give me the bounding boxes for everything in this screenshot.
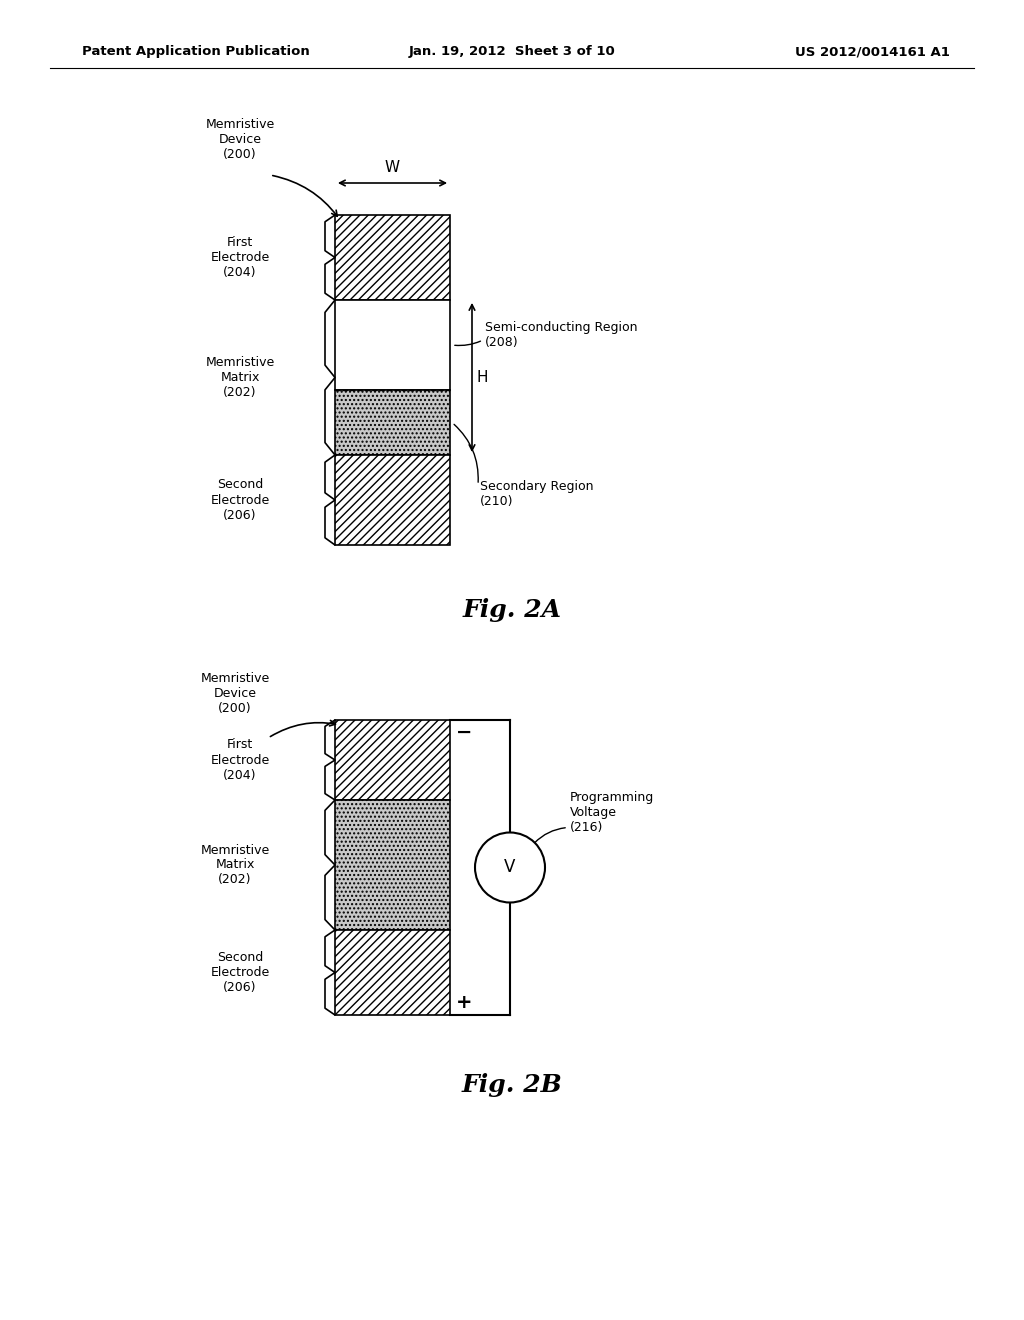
Text: Semi-conducting Region
(208): Semi-conducting Region (208) bbox=[485, 321, 638, 348]
Text: +: + bbox=[456, 994, 472, 1012]
Bar bbox=[335, 215, 450, 300]
Text: Memristive
Device
(200): Memristive Device (200) bbox=[206, 117, 274, 161]
Text: Jan. 19, 2012  Sheet 3 of 10: Jan. 19, 2012 Sheet 3 of 10 bbox=[409, 45, 615, 58]
Text: Fig. 2A: Fig. 2A bbox=[463, 598, 561, 622]
Text: Second
Electrode
(206): Second Electrode (206) bbox=[210, 950, 269, 994]
Text: W: W bbox=[385, 160, 400, 176]
Text: Second
Electrode
(206): Second Electrode (206) bbox=[210, 479, 269, 521]
Text: Fig. 2B: Fig. 2B bbox=[462, 1073, 562, 1097]
Text: Secondary Region
(210): Secondary Region (210) bbox=[480, 480, 594, 508]
Text: Memristive
Device
(200): Memristive Device (200) bbox=[201, 672, 269, 715]
Bar bbox=[335, 719, 450, 800]
Bar bbox=[335, 389, 450, 455]
Bar bbox=[335, 931, 450, 1015]
Text: −: − bbox=[456, 722, 472, 742]
Text: Programming
Voltage
(216): Programming Voltage (216) bbox=[570, 791, 654, 834]
Text: First
Electrode
(204): First Electrode (204) bbox=[210, 236, 269, 279]
Bar bbox=[335, 455, 450, 545]
Text: H: H bbox=[477, 370, 488, 385]
Text: Memristive
Matrix
(202): Memristive Matrix (202) bbox=[201, 843, 269, 887]
Text: US 2012/0014161 A1: US 2012/0014161 A1 bbox=[795, 45, 950, 58]
Circle shape bbox=[475, 833, 545, 903]
Bar bbox=[335, 800, 450, 931]
Text: Memristive
Matrix
(202): Memristive Matrix (202) bbox=[206, 356, 274, 399]
Bar bbox=[335, 300, 450, 389]
Text: V: V bbox=[504, 858, 516, 876]
Text: First
Electrode
(204): First Electrode (204) bbox=[210, 738, 269, 781]
Text: Patent Application Publication: Patent Application Publication bbox=[82, 45, 309, 58]
